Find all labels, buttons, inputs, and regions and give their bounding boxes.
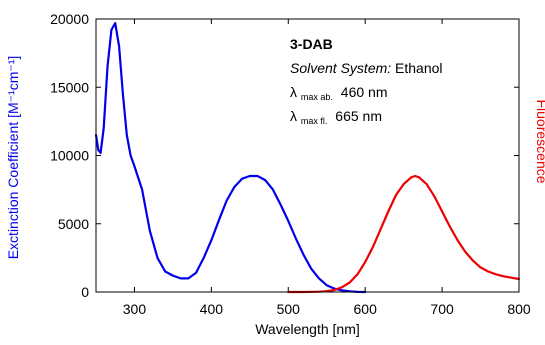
x-tick-label: 800 [507, 301, 531, 317]
absorption-series-line [94, 22, 367, 294]
y-tick-label: 10000 [50, 148, 89, 164]
x-tick-label: 400 [200, 301, 224, 317]
fl-max-line: λ max fl. 665 nm [290, 108, 382, 127]
fl-lambda-subscript: max fl. [301, 116, 328, 126]
tick-layer: 300 400 500 600 700 800 0 5000 10000 15000 20000 [50, 11, 531, 317]
abs-max-value: 460 nm [341, 84, 388, 100]
y-axis-label-right: Fluorescence [534, 99, 545, 183]
y-tick-label: 15000 [50, 79, 89, 95]
solvent-label: Solvent System: [290, 60, 391, 76]
fl-max-value: 665 nm [335, 108, 382, 124]
annotation-block: 3-DAB Solvent System: Ethanol λ max ab. … [290, 36, 443, 127]
abs-max-line: λ max ab. 460 nm [290, 84, 388, 103]
x-tick-label: 300 [123, 301, 147, 317]
x-axis-label: Wavelength [nm] [255, 321, 360, 337]
compound-name: 3-DAB [290, 36, 333, 52]
solvent-line: Solvent System: Ethanol [290, 60, 443, 76]
abs-lambda-symbol: λ [290, 84, 297, 100]
x-tick-label: 700 [430, 301, 454, 317]
solvent-value: Ethanol [395, 60, 442, 76]
x-tick-label: 600 [354, 301, 378, 317]
x-tick-label: 500 [277, 301, 301, 317]
fl-lambda-symbol: λ [290, 108, 297, 124]
abs-lambda-subscript: max ab. [301, 92, 333, 102]
y-tick-label: 0 [81, 284, 89, 300]
series-layer [94, 22, 521, 294]
fluorescence-series-line [287, 174, 521, 294]
y-tick-label: 20000 [50, 11, 89, 27]
y-tick-label: 5000 [58, 216, 89, 232]
y-axis-label-left: Exctinction Coefficient [M⁻¹cm⁻¹] [5, 56, 21, 260]
